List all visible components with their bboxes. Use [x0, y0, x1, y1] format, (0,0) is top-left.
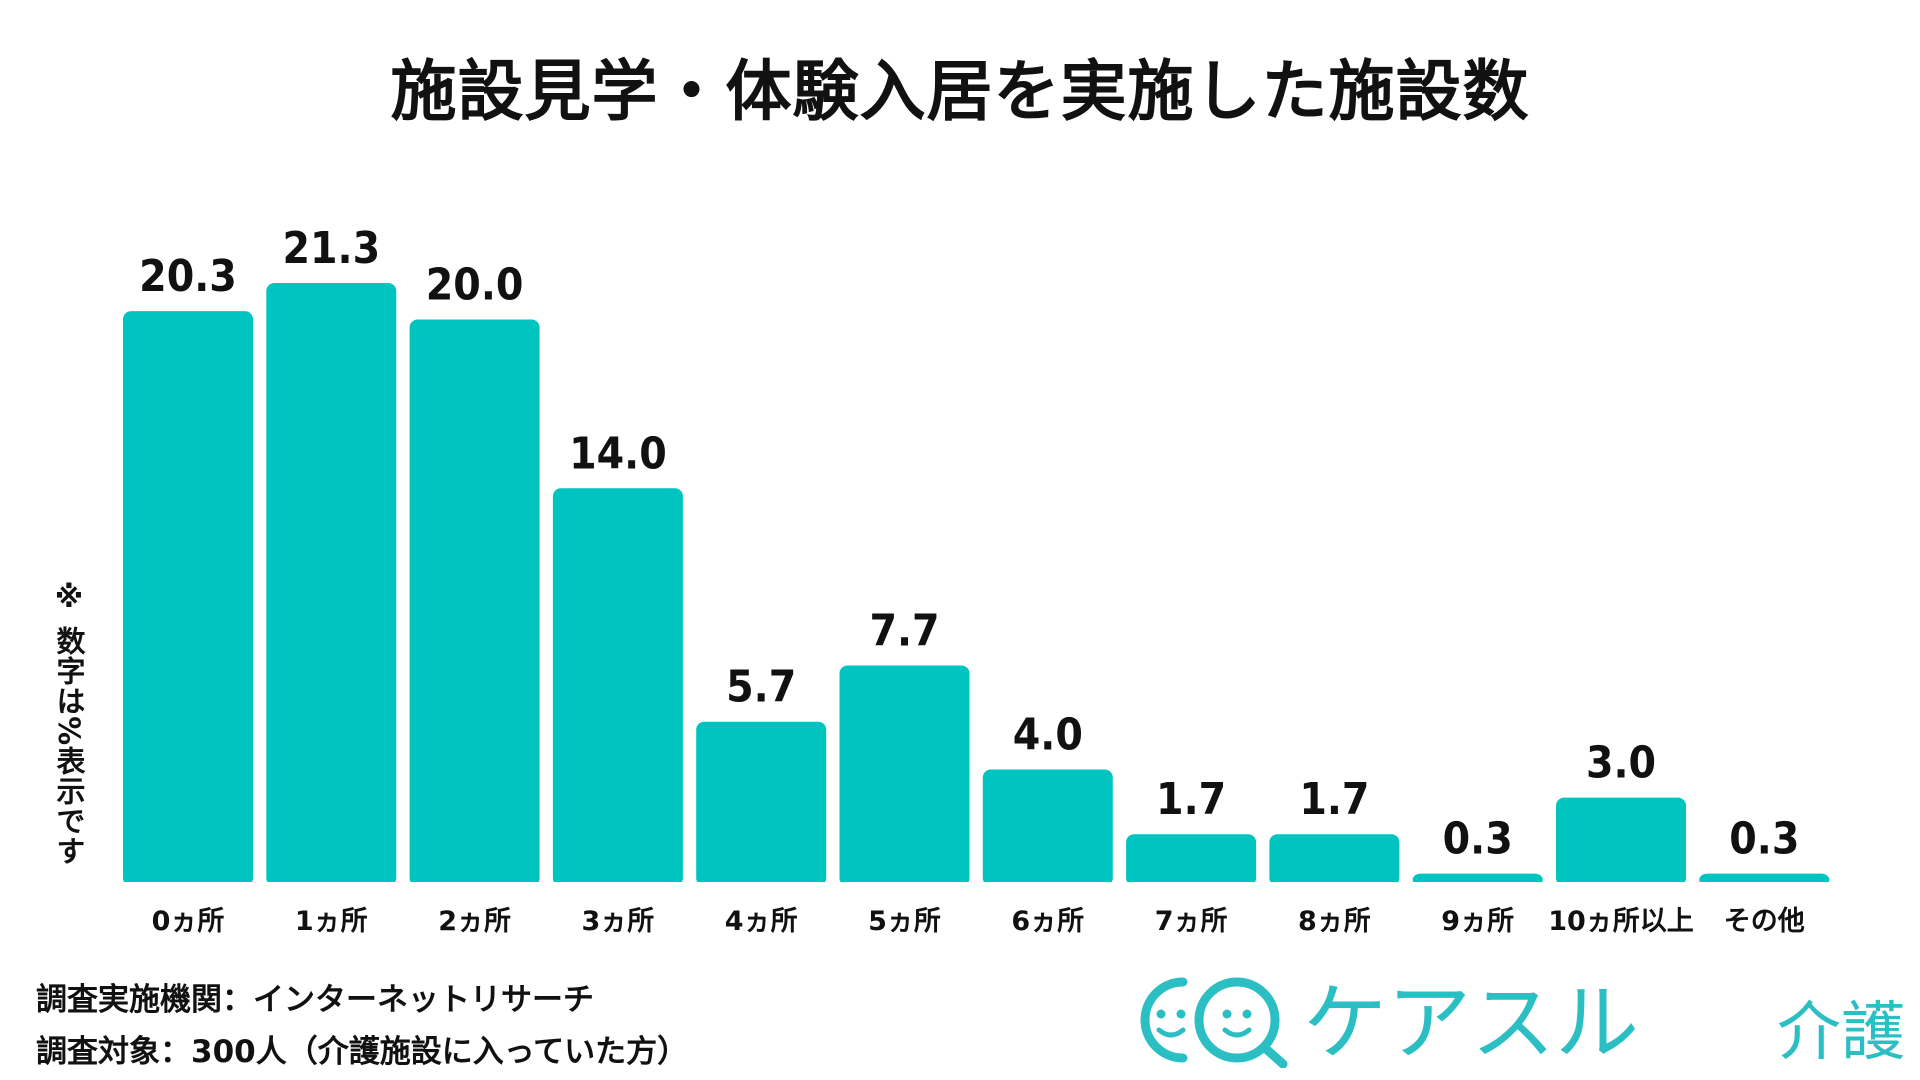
- bar-0: [123, 311, 253, 886]
- bar-value-label-7: 1.7: [1156, 774, 1226, 825]
- bar-value-label-4: 5.7: [726, 662, 796, 713]
- bar-6: [982, 769, 1113, 886]
- bar-10: [1556, 797, 1686, 886]
- category-label-2: 2ヵ所: [438, 906, 511, 937]
- bar-value-label-1: 21.3: [282, 223, 380, 274]
- category-label-5: 5ヵ所: [868, 906, 941, 937]
- bar-1: [266, 283, 397, 886]
- bar-value-label-5: 7.7: [869, 605, 939, 656]
- logo-brand-text: ケアスル: [1303, 974, 1639, 1068]
- bar-value-label-3: 14.0: [569, 428, 667, 479]
- bar-value-label-8: 1.7: [1299, 774, 1369, 825]
- bar-value-label-0: 20.3: [139, 251, 237, 302]
- baseline-mask: [0, 882, 1920, 890]
- category-label-1: 1ヵ所: [295, 906, 368, 937]
- unit-note: ※ 数字は%表示です: [52, 580, 86, 867]
- chart-title: 施設見学・体験入居を実施した施設数: [390, 53, 1530, 130]
- category-label-8: 8ヵ所: [1298, 906, 1371, 937]
- survey-target: 調査対象：300人（介護施設に入っていた方）: [36, 1034, 689, 1070]
- survey-info: 調査実施機関：インターネットリサーチ 調査対象：300人（介護施設に入っていた方…: [36, 974, 688, 1078]
- category-label-7: 7ヵ所: [1155, 906, 1228, 937]
- caresul-logo: ケアスル 介護: [1140, 974, 1905, 1068]
- bar-2: [409, 319, 540, 886]
- logo-suffix-text: 介護: [1777, 996, 1905, 1068]
- bar-value-label-2: 20.0: [426, 260, 524, 311]
- category-label-3: 3ヵ所: [582, 906, 655, 937]
- bar-5: [839, 665, 970, 886]
- bar-8: [1269, 834, 1400, 886]
- bar-7: [1126, 834, 1257, 886]
- category-label-9: 9ヵ所: [1441, 906, 1514, 937]
- bar-value-label-9: 0.3: [1443, 814, 1513, 865]
- category-label-4: 4ヵ所: [725, 906, 798, 937]
- category-label-0: 0ヵ所: [152, 906, 225, 937]
- two-faces-logo-icon: [1140, 977, 1288, 1068]
- bar-4: [696, 721, 827, 886]
- survey-agency: 調査実施機関：インターネットリサーチ: [36, 982, 594, 1018]
- bar-3: [552, 488, 683, 886]
- category-label-11: その他: [1724, 906, 1805, 937]
- bar-value-label-10: 3.0: [1586, 738, 1656, 789]
- category-label-6: 6ヵ所: [1011, 906, 1084, 937]
- category-label-10: 10ヵ所以上: [1548, 906, 1694, 937]
- bar-value-label-6: 4.0: [1013, 710, 1083, 761]
- bar-value-label-11: 0.3: [1729, 814, 1799, 865]
- bar-chart: 20.3 0ヵ所 21.3 1ヵ所 20.0 2ヵ所 14.0 3ヵ所 5.7 4ヵ所 7.7 5ヵ所…: [0, 223, 1920, 937]
